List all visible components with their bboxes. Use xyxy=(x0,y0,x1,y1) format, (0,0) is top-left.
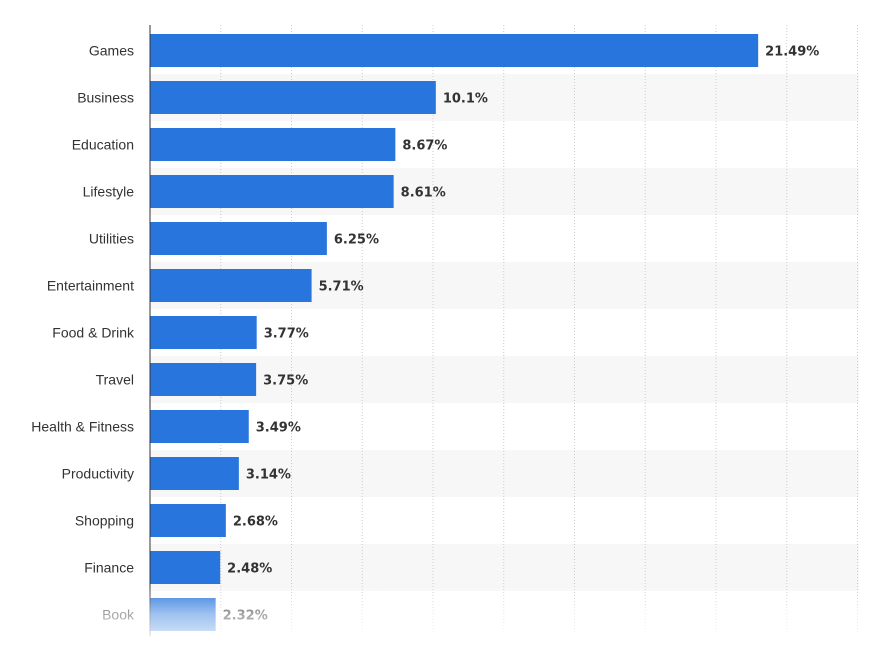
bar[interactable] xyxy=(150,551,221,584)
category-label: Travel xyxy=(96,372,134,388)
value-label: 8.67% xyxy=(402,139,447,154)
value-label: 3.75% xyxy=(263,374,308,389)
bar[interactable] xyxy=(150,34,759,67)
bar[interactable] xyxy=(150,457,239,490)
value-label: 3.77% xyxy=(264,327,309,342)
value-label: 3.14% xyxy=(246,468,291,483)
value-label: 2.48% xyxy=(227,562,272,577)
category-label: Health & Fitness xyxy=(31,419,134,435)
value-label: 6.25% xyxy=(334,233,379,248)
row-band xyxy=(150,544,859,591)
category-label: Food & Drink xyxy=(52,325,135,341)
category-label: Shopping xyxy=(75,513,134,529)
bar[interactable] xyxy=(150,504,226,537)
row-bands xyxy=(150,74,859,591)
bar[interactable] xyxy=(150,269,312,302)
value-label: 5.71% xyxy=(319,280,364,295)
bars xyxy=(150,34,759,631)
category-label: Business xyxy=(77,90,134,106)
category-label: Games xyxy=(89,43,134,59)
bar[interactable] xyxy=(150,222,327,255)
bar[interactable] xyxy=(150,363,257,396)
bar[interactable] xyxy=(150,598,216,631)
bar[interactable] xyxy=(150,316,257,349)
category-label: Entertainment xyxy=(47,278,134,294)
value-label: 2.68% xyxy=(233,515,278,530)
category-label: Lifestyle xyxy=(83,184,135,200)
bar[interactable] xyxy=(150,175,394,208)
bar[interactable] xyxy=(150,128,396,161)
value-label: 3.49% xyxy=(256,421,301,436)
category-labels: Games Business Education Lifestyle Utilities… xyxy=(31,43,135,623)
value-label: 2.32% xyxy=(223,609,268,624)
category-label: Productivity xyxy=(62,466,134,482)
value-label: 8.61% xyxy=(401,186,446,201)
value-label: 21.49% xyxy=(765,45,819,60)
category-label: Education xyxy=(72,137,134,153)
bar[interactable] xyxy=(150,81,436,114)
value-label: 10.1% xyxy=(443,92,488,107)
category-label: Utilities xyxy=(89,231,134,247)
bar[interactable] xyxy=(150,410,249,443)
row-band xyxy=(150,356,859,403)
category-label: Finance xyxy=(84,560,134,576)
category-label: Book xyxy=(102,607,135,623)
row-band xyxy=(150,450,859,497)
